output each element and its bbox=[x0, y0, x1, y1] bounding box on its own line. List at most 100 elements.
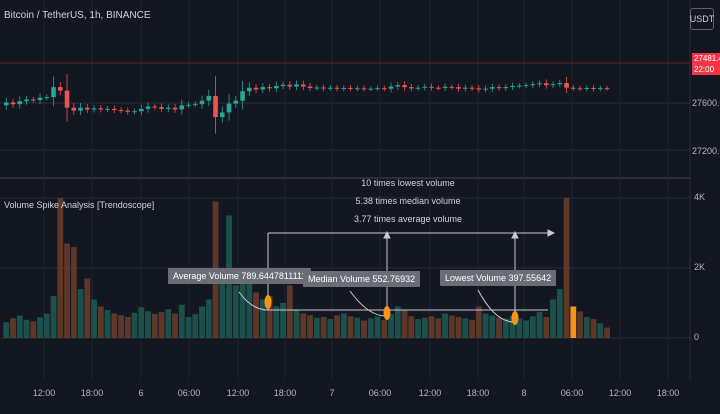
currency-button[interactable]: USDT bbox=[690, 8, 714, 30]
volume-bar bbox=[469, 319, 475, 338]
volume-bar bbox=[266, 296, 273, 338]
candle-body bbox=[334, 87, 340, 89]
candle-body bbox=[517, 85, 522, 87]
volume-bar bbox=[16, 315, 23, 338]
volume-bar bbox=[84, 278, 91, 338]
candle-body bbox=[314, 87, 320, 89]
candle-body bbox=[395, 85, 401, 87]
volume-bar bbox=[442, 313, 448, 338]
volume-bar bbox=[448, 315, 455, 338]
volume-bar bbox=[172, 313, 178, 338]
candle-body bbox=[442, 86, 448, 88]
candle-body bbox=[4, 102, 9, 106]
candle-body bbox=[166, 107, 171, 109]
candle-body bbox=[402, 85, 407, 88]
candle-body bbox=[44, 97, 50, 99]
candle-body bbox=[537, 83, 542, 85]
price-axis-label: 27600.00 bbox=[692, 98, 720, 108]
volume-bar bbox=[556, 289, 563, 338]
candle-body bbox=[368, 88, 374, 90]
volume-bar bbox=[475, 306, 482, 338]
volume-bar bbox=[280, 303, 286, 338]
candle-body bbox=[287, 84, 293, 87]
volume-bar bbox=[563, 198, 570, 338]
volume-bar bbox=[509, 316, 516, 338]
ratio-lowest-text: 10 times lowest volume bbox=[361, 178, 455, 188]
candle-body bbox=[145, 106, 151, 109]
time-axis-tick: 12:00 bbox=[418, 388, 442, 398]
volume-bar bbox=[489, 315, 496, 338]
volume-bar bbox=[604, 327, 610, 338]
volume-bar bbox=[118, 315, 124, 338]
lowest-volume-label: Lowest Volume 397.55642 bbox=[440, 270, 557, 286]
volume-bar bbox=[253, 292, 259, 338]
candle-body bbox=[186, 104, 191, 106]
volume-bar bbox=[192, 314, 199, 338]
candle-body bbox=[91, 108, 97, 110]
volume-bar bbox=[313, 317, 320, 338]
candle-body bbox=[125, 110, 131, 112]
volume-bar bbox=[334, 315, 340, 338]
candle-body bbox=[206, 95, 212, 101]
candle-body bbox=[375, 88, 380, 90]
volume-bar bbox=[37, 317, 43, 338]
volume-bar bbox=[30, 321, 37, 338]
volume-bar bbox=[361, 320, 367, 338]
volume-bar bbox=[178, 304, 185, 338]
candle-body bbox=[17, 101, 23, 105]
volume-bar bbox=[64, 243, 70, 338]
ratio-average-text: 3.77 times average volume bbox=[353, 214, 463, 224]
volume-bar bbox=[70, 247, 77, 338]
candle-body bbox=[274, 85, 279, 89]
candle-body bbox=[422, 86, 428, 88]
ratio-median-text: 5.38 times median volume bbox=[355, 196, 461, 206]
candle-body bbox=[449, 86, 455, 88]
candle-body bbox=[10, 102, 16, 105]
current-price-badge: 27481.44 22:00 bbox=[692, 53, 720, 75]
volume-bar bbox=[529, 316, 536, 338]
current-price: 27481.44 bbox=[694, 54, 720, 63]
candle-body bbox=[105, 108, 110, 110]
candle-body bbox=[321, 87, 326, 89]
candle-body bbox=[301, 84, 306, 87]
volume-bar bbox=[496, 317, 502, 338]
volume-bar bbox=[286, 285, 293, 338]
volume-axis-label: 4K bbox=[694, 192, 706, 202]
candle-body bbox=[591, 87, 596, 89]
candle-body bbox=[226, 103, 232, 113]
bar-countdown: 22:00 bbox=[694, 65, 715, 74]
candle-body bbox=[267, 87, 272, 89]
candle-body bbox=[152, 106, 158, 108]
candle-body bbox=[530, 84, 536, 86]
volume-bar bbox=[145, 311, 151, 338]
volume-bar bbox=[199, 306, 205, 338]
candle-body bbox=[544, 83, 549, 86]
volume-bar bbox=[597, 323, 604, 338]
volume-bar bbox=[259, 299, 266, 338]
volume-bar bbox=[354, 317, 361, 338]
volume-bar bbox=[50, 296, 57, 338]
volume-bar bbox=[77, 289, 84, 338]
volume-bar bbox=[347, 316, 354, 338]
candle-body bbox=[294, 84, 299, 87]
volume-bar bbox=[165, 309, 172, 338]
volume-bar bbox=[300, 313, 307, 338]
average-volume-label: Average Volume 789.6447811111 bbox=[168, 268, 312, 284]
candle-body bbox=[132, 111, 137, 113]
candle-body bbox=[490, 87, 495, 89]
candle-body bbox=[577, 88, 583, 90]
volume-bar bbox=[583, 317, 590, 338]
candle-body bbox=[85, 107, 90, 110]
candle-body bbox=[64, 90, 70, 108]
volume-bar bbox=[550, 299, 556, 338]
candle-body bbox=[483, 88, 488, 90]
volume-bar bbox=[367, 318, 374, 338]
median-volume-label: Median Volume 552.76932 bbox=[303, 271, 421, 287]
candle-body bbox=[604, 88, 610, 90]
time-axis-tick: 18:00 bbox=[466, 388, 490, 398]
volume-bar bbox=[43, 313, 50, 338]
indicator-title[interactable]: Volume Spike Analysis [Trendoscope] bbox=[4, 200, 155, 210]
volume-bar bbox=[340, 313, 347, 338]
symbol-title[interactable]: Bitcoin / TetherUS, 1h, BINANCE bbox=[4, 10, 151, 21]
